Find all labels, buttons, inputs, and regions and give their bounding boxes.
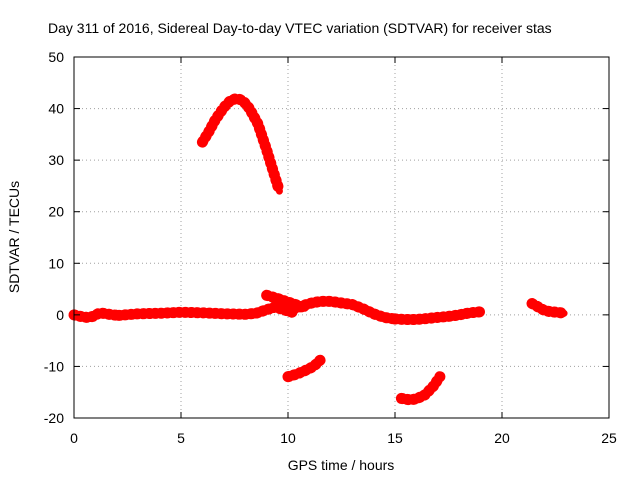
- grid: [74, 57, 609, 418]
- y-tick-label: 20: [48, 204, 64, 220]
- series-arc-negative-10-11-markers: [282, 354, 326, 383]
- x-tick-label: 0: [70, 430, 78, 446]
- series-baseline-0-2-markers: [68, 307, 125, 323]
- x-tick-label: 5: [177, 430, 185, 446]
- y-tick-label: 30: [48, 152, 64, 168]
- x-axis-title: GPS time / hours: [288, 457, 395, 473]
- chart-title: Day 311 of 2016, Sidereal Day-to-day VTE…: [48, 20, 552, 36]
- y-axis-title: SDTVAR / TECUs: [6, 181, 22, 293]
- series-arc-morning-peak-markers: [196, 92, 285, 197]
- series-arc-10-14-hump-markers: [282, 295, 401, 325]
- tick-labels: 0 5 10 15 20 25 -20 -10 0 10 20 30 40 50: [44, 49, 617, 446]
- series-baseline-15-19-markers: [389, 306, 487, 325]
- series-arc-negative-15-17-markers: [395, 371, 446, 406]
- y-tick-label: -10: [44, 358, 64, 374]
- y-tick-label: 0: [56, 307, 64, 323]
- x-tick-label: 10: [280, 430, 296, 446]
- y-tick-label: 50: [48, 49, 64, 65]
- series-baseline-2-10-markers: [113, 301, 298, 321]
- series-layer: [68, 92, 570, 406]
- y-tick-label: -20: [44, 410, 64, 426]
- y-tick-label: 40: [48, 101, 64, 117]
- x-tick-label: 15: [387, 430, 403, 446]
- y-tick-label: 10: [48, 255, 64, 271]
- axis-ticks: [73, 56, 610, 419]
- plot-frame: [73, 56, 610, 419]
- series-segment-21-23-markers: [526, 298, 570, 319]
- x-tick-label: 25: [601, 430, 617, 446]
- x-tick-label: 20: [494, 430, 510, 446]
